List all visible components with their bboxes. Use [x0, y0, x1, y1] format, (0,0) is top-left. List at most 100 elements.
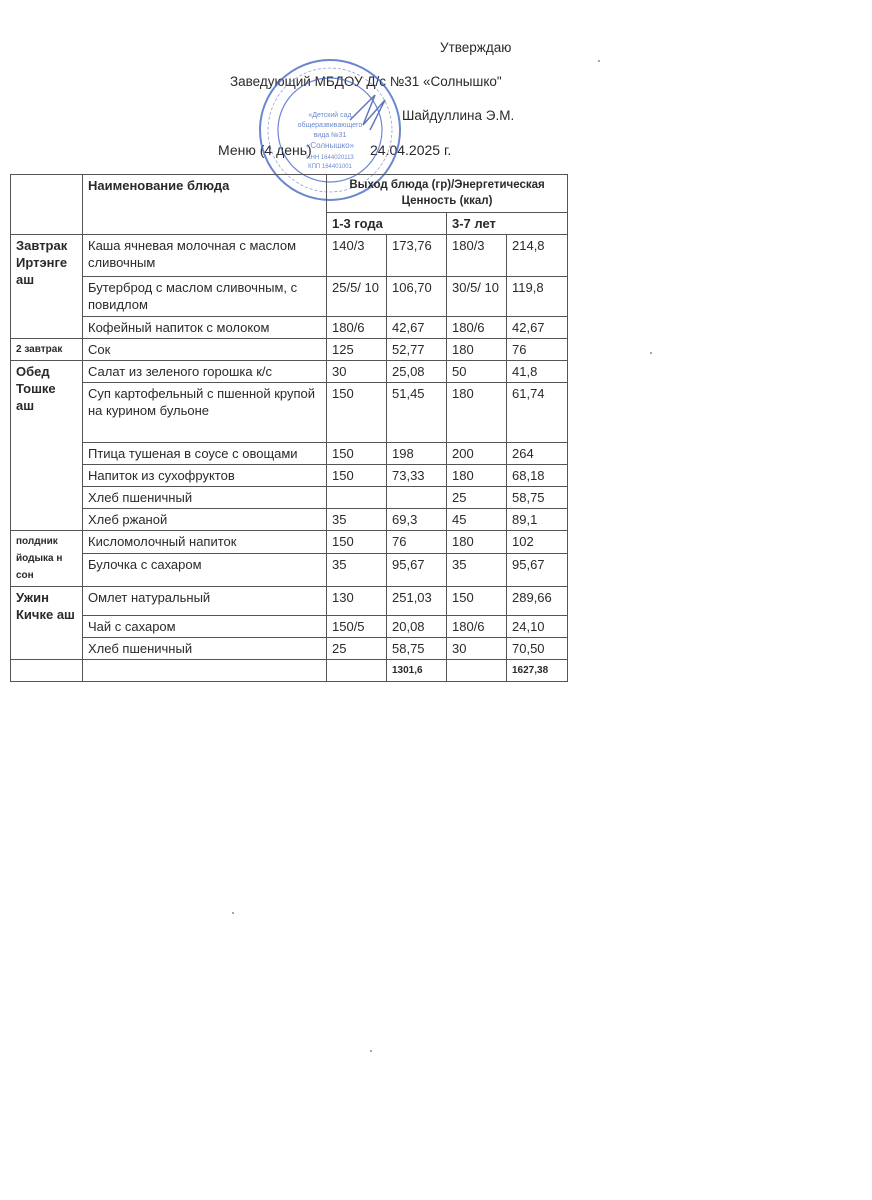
header-age-3-7: 3-7 лет [445, 212, 569, 235]
meal-label: Обед Тошке аш [10, 360, 83, 531]
table-row: Кофейный напиток с молоком 180/6 42,67 180/… [11, 316, 569, 339]
svg-text:ИНН 1644020113: ИНН 1644020113 [306, 155, 354, 161]
total-3-7: 1627,38 [505, 659, 569, 682]
table-row: Обед Тошке аш Салат из зеленого горошка к… [10, 360, 569, 531]
kcal-3-7: 68,18 [505, 464, 569, 487]
kcal-1-3: 52,77 [386, 338, 447, 361]
kcal-3-7: 76 [505, 338, 569, 361]
weight-1-3: 150/5 [326, 615, 387, 638]
dish-name: Кофейный напиток с молоком [82, 316, 327, 339]
dish-name: Чай с сахаром [82, 615, 327, 638]
table-row: Бутерброд с маслом сливочным, с повидлом… [11, 276, 569, 317]
weight-3-7: 180 [446, 338, 507, 361]
dish-name: Суп картофельный с пшенной крупой на кур… [82, 382, 327, 443]
weight-3-7: 180/6 [446, 316, 507, 339]
table-row: Хлеб пшеничный 25 58,75 [11, 486, 569, 509]
kcal-1-3: 73,33 [386, 464, 447, 487]
weight-1-3: 140/3 [326, 234, 387, 277]
meal-label: 2 завтрак [10, 338, 83, 361]
weight-1-3: 25 [326, 637, 387, 660]
weight-3-7: 50 [446, 360, 507, 383]
dish-name: Напиток из сухофруктов [82, 464, 327, 487]
dish-name: Хлеб пшеничный [82, 637, 327, 660]
weight-1-3 [326, 486, 387, 509]
weight-1-3: 180/6 [326, 316, 387, 339]
table-row: Суп картофельный с пшенной крупой на кур… [11, 382, 569, 443]
kcal-3-7: 95,67 [505, 552, 569, 588]
table-row: Булочка с сахаром 35 95,67 35 95,67 [11, 552, 569, 588]
table-row: полдник йодыка н сон Кисломолочный напито… [10, 530, 569, 587]
svg-text:общеразвивающего: общеразвивающего [298, 121, 363, 129]
kcal-1-3: 25,08 [386, 360, 447, 383]
kcal-3-7: 89,1 [505, 508, 569, 531]
kcal-3-7: 264 [505, 442, 569, 465]
kcal-3-7: 214,8 [505, 234, 569, 277]
kcal-1-3: 251,03 [386, 586, 447, 616]
weight-3-7: 25 [446, 486, 507, 509]
position-label: Заведующий МБДОУ Д/с №31 «Солнышко" [230, 74, 502, 89]
weight-1-3: 150 [326, 382, 387, 443]
menu-date: 24.04.2025 г. [370, 142, 452, 158]
header-age-1-3: 1-3 года [326, 212, 447, 235]
kcal-3-7: 58,75 [505, 486, 569, 509]
kcal-1-3: 58,75 [386, 637, 447, 660]
kcal-1-3: 69,3 [386, 508, 447, 531]
menu-title: Меню (4 день) [218, 142, 312, 158]
dish-name: Салат из зеленого горошка к/с [82, 360, 327, 383]
table-row: Завтрак Иртэнге аш Каша ячневая молочная … [10, 234, 569, 339]
weight-3-7: 180/3 [446, 234, 507, 277]
table-row: 2 завтрак Сок 125 52,77 180 76 [10, 338, 569, 361]
kcal-3-7: 61,74 [505, 382, 569, 443]
svg-text:вида №31: вида №31 [314, 132, 347, 139]
kcal-1-3: 20,08 [386, 615, 447, 638]
weight-1-3: 130 [326, 586, 387, 616]
total-1-3: 1301,6 [386, 659, 447, 682]
kcal-3-7: 41,8 [505, 360, 569, 383]
weight-3-7: 35 [446, 552, 507, 588]
weight-1-3: 35 [326, 508, 387, 531]
meal-label: Завтрак Иртэнге аш [10, 234, 83, 339]
kcal-3-7: 24,10 [505, 615, 569, 638]
signature-scribble [349, 94, 386, 131]
dish-name: Омлет натуральный [82, 586, 327, 616]
menu-table: Наименование блюда Выход блюда (гр)/Энер… [10, 174, 569, 682]
dish-name: Кисломолочный напиток [82, 530, 327, 554]
table-row: Чай с сахаром 150/5 20,08 180/6 24,10 [11, 615, 569, 638]
dish-name: Сок [82, 338, 327, 361]
dish-name: Булочка с сахаром [82, 552, 327, 588]
svg-text:КПП 164401001: КПП 164401001 [308, 164, 352, 170]
dish-name: Птица тушеная в соусе с овощами [82, 442, 327, 465]
dish-name: Каша ячневая молочная с маслом сливочным [82, 234, 327, 277]
meal-label: полдник йодыка н сон [10, 530, 83, 587]
kcal-3-7: 289,66 [505, 586, 569, 616]
kcal-1-3: 42,67 [386, 316, 447, 339]
weight-1-3: 25/5/ 10 [326, 276, 387, 317]
kcal-1-3: 95,67 [386, 552, 447, 588]
kcal-3-7: 42,67 [505, 316, 569, 339]
weight-3-7: 30/5/ 10 [446, 276, 507, 317]
kcal-1-3: 198 [386, 442, 447, 465]
table-row: Напиток из сухофруктов 150 73,33 180 68,18 [11, 464, 569, 487]
weight-3-7: 180 [446, 382, 507, 443]
weight-3-7: 30 [446, 637, 507, 660]
svg-text:«Солнышко»: «Солнышко» [306, 141, 355, 150]
header-blank [10, 174, 83, 235]
table-row: Ужин Кичке аш Омлет натуральный 130 251,03 1… [10, 586, 569, 660]
totals-row: 1301,6 1627,38 [10, 659, 569, 682]
kcal-1-3 [386, 486, 447, 509]
kcal-3-7: 102 [505, 530, 569, 554]
weight-3-7: 150 [446, 586, 507, 616]
weight-1-3: 150 [326, 442, 387, 465]
weight-1-3: 150 [326, 464, 387, 487]
weight-3-7: 45 [446, 508, 507, 531]
weight-1-3: 150 [326, 530, 387, 554]
approve-label: Утверждаю [440, 40, 512, 55]
kcal-3-7: 119,8 [505, 276, 569, 317]
kcal-1-3: 76 [386, 530, 447, 554]
dish-name: Хлеб пшеничный [82, 486, 327, 509]
weight-3-7: 180 [446, 530, 507, 554]
svg-text:«Детский сад: «Детский сад [308, 111, 351, 119]
header-output: Выход блюда (гр)/Энергетическая Ценность… [325, 174, 569, 213]
dish-name: Хлеб ржаной [82, 508, 327, 531]
kcal-1-3: 106,70 [386, 276, 447, 317]
